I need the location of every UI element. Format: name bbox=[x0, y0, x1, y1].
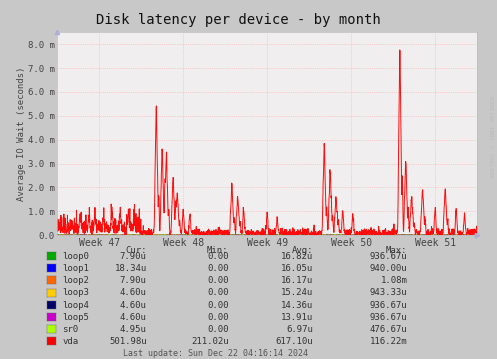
Text: 7.90u: 7.90u bbox=[120, 276, 147, 285]
Text: 4.60u: 4.60u bbox=[120, 288, 147, 298]
Text: 0.00: 0.00 bbox=[207, 264, 229, 273]
Text: 0.00: 0.00 bbox=[207, 252, 229, 261]
Text: 0.00: 0.00 bbox=[207, 288, 229, 298]
Text: 18.34u: 18.34u bbox=[114, 264, 147, 273]
Text: 936.67u: 936.67u bbox=[370, 300, 408, 310]
Text: 16.05u: 16.05u bbox=[281, 264, 313, 273]
Text: 14.36u: 14.36u bbox=[281, 300, 313, 310]
Text: 476.67u: 476.67u bbox=[370, 325, 408, 334]
Text: sr0: sr0 bbox=[62, 325, 78, 334]
Text: Min:: Min: bbox=[207, 246, 229, 255]
Text: 15.24u: 15.24u bbox=[281, 288, 313, 298]
Text: 116.22m: 116.22m bbox=[370, 337, 408, 346]
Text: loop2: loop2 bbox=[62, 276, 89, 285]
Text: 6.97u: 6.97u bbox=[286, 325, 313, 334]
Text: 940.00u: 940.00u bbox=[370, 264, 408, 273]
Text: 0.00: 0.00 bbox=[207, 313, 229, 322]
Text: Avg:: Avg: bbox=[292, 246, 313, 255]
Text: 4.60u: 4.60u bbox=[120, 313, 147, 322]
Text: 4.60u: 4.60u bbox=[120, 300, 147, 310]
Text: loop4: loop4 bbox=[62, 300, 89, 310]
Text: 211.02u: 211.02u bbox=[191, 337, 229, 346]
Text: 13.91u: 13.91u bbox=[281, 313, 313, 322]
Text: loop0: loop0 bbox=[62, 252, 89, 261]
Text: 16.82u: 16.82u bbox=[281, 252, 313, 261]
Y-axis label: Average IO Wait (seconds): Average IO Wait (seconds) bbox=[17, 66, 26, 201]
Text: 936.67u: 936.67u bbox=[370, 252, 408, 261]
Text: loop3: loop3 bbox=[62, 288, 89, 298]
Text: 0.00: 0.00 bbox=[207, 276, 229, 285]
Text: 617.10u: 617.10u bbox=[275, 337, 313, 346]
Text: Cur:: Cur: bbox=[125, 246, 147, 255]
Text: 1.08m: 1.08m bbox=[381, 276, 408, 285]
Text: Last update: Sun Dec 22 04:16:14 2024: Last update: Sun Dec 22 04:16:14 2024 bbox=[123, 349, 308, 359]
Text: loop1: loop1 bbox=[62, 264, 89, 273]
Text: 0.00: 0.00 bbox=[207, 300, 229, 310]
Text: RRDTOOL / TOBI OETIKER: RRDTOOL / TOBI OETIKER bbox=[491, 95, 496, 178]
Text: 936.67u: 936.67u bbox=[370, 313, 408, 322]
Text: vda: vda bbox=[62, 337, 78, 346]
Text: 501.98u: 501.98u bbox=[109, 337, 147, 346]
Text: 943.33u: 943.33u bbox=[370, 288, 408, 298]
Text: 7.90u: 7.90u bbox=[120, 252, 147, 261]
Text: 4.95u: 4.95u bbox=[120, 325, 147, 334]
Text: 16.17u: 16.17u bbox=[281, 276, 313, 285]
Text: Max:: Max: bbox=[386, 246, 408, 255]
Text: 0.00: 0.00 bbox=[207, 325, 229, 334]
Text: loop5: loop5 bbox=[62, 313, 89, 322]
Text: Disk latency per device - by month: Disk latency per device - by month bbox=[96, 13, 381, 27]
